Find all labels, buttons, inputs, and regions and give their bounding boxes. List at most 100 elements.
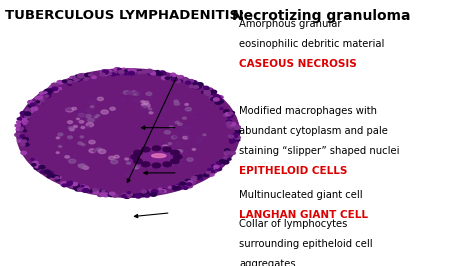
Circle shape: [225, 151, 231, 154]
Circle shape: [204, 86, 209, 89]
Circle shape: [39, 96, 43, 98]
Circle shape: [171, 159, 179, 164]
Circle shape: [148, 192, 153, 194]
Circle shape: [66, 108, 73, 112]
Circle shape: [210, 96, 215, 99]
Circle shape: [230, 139, 236, 143]
Circle shape: [172, 136, 177, 139]
Circle shape: [144, 101, 149, 104]
Circle shape: [61, 182, 67, 185]
Circle shape: [149, 163, 157, 167]
Circle shape: [37, 96, 43, 99]
Circle shape: [89, 74, 93, 76]
Circle shape: [111, 160, 118, 164]
Circle shape: [228, 125, 233, 128]
Circle shape: [91, 190, 95, 192]
Circle shape: [185, 81, 191, 84]
Circle shape: [43, 170, 49, 174]
Circle shape: [23, 117, 28, 120]
Circle shape: [180, 182, 186, 185]
Circle shape: [37, 165, 41, 167]
Circle shape: [78, 142, 82, 144]
Circle shape: [85, 115, 91, 118]
Circle shape: [148, 96, 152, 98]
Circle shape: [78, 114, 85, 118]
Circle shape: [58, 146, 62, 147]
Circle shape: [127, 193, 132, 196]
Circle shape: [191, 177, 197, 180]
Circle shape: [70, 186, 73, 188]
Circle shape: [134, 167, 137, 169]
Circle shape: [79, 164, 86, 168]
Circle shape: [128, 192, 130, 193]
Text: abundant cytoplasm and pale: abundant cytoplasm and pale: [239, 126, 388, 136]
Circle shape: [33, 161, 38, 164]
Circle shape: [127, 162, 131, 164]
Circle shape: [187, 158, 193, 161]
Circle shape: [174, 78, 180, 81]
Circle shape: [31, 107, 38, 111]
Circle shape: [24, 142, 27, 143]
Circle shape: [112, 194, 118, 197]
Circle shape: [173, 136, 176, 138]
Circle shape: [204, 91, 210, 94]
Circle shape: [28, 111, 33, 114]
Circle shape: [188, 136, 192, 139]
Circle shape: [81, 74, 84, 76]
Circle shape: [224, 156, 228, 158]
Circle shape: [74, 77, 81, 80]
Circle shape: [64, 151, 67, 153]
Circle shape: [131, 155, 139, 159]
Circle shape: [66, 107, 73, 111]
Circle shape: [182, 77, 188, 81]
Circle shape: [15, 124, 20, 127]
Circle shape: [89, 140, 95, 144]
Circle shape: [145, 195, 149, 197]
Circle shape: [227, 114, 233, 118]
Circle shape: [131, 70, 136, 73]
Circle shape: [182, 117, 186, 119]
Circle shape: [100, 73, 105, 76]
Circle shape: [217, 163, 219, 164]
Circle shape: [78, 75, 83, 78]
Text: aggregates: aggregates: [239, 259, 296, 266]
Circle shape: [199, 175, 202, 177]
Circle shape: [110, 107, 115, 110]
Circle shape: [142, 70, 147, 73]
Circle shape: [17, 121, 21, 123]
Circle shape: [173, 186, 178, 188]
Circle shape: [199, 178, 203, 180]
Circle shape: [38, 99, 43, 102]
Circle shape: [86, 123, 94, 127]
Circle shape: [176, 142, 179, 144]
Circle shape: [135, 194, 141, 198]
Circle shape: [175, 142, 182, 146]
Circle shape: [88, 100, 94, 104]
Ellipse shape: [50, 88, 206, 178]
Circle shape: [209, 173, 214, 176]
Circle shape: [134, 165, 140, 168]
Circle shape: [218, 100, 223, 103]
Circle shape: [143, 192, 149, 196]
Ellipse shape: [33, 78, 223, 188]
Circle shape: [72, 186, 75, 188]
Circle shape: [128, 69, 134, 72]
Circle shape: [24, 120, 27, 122]
Circle shape: [130, 171, 134, 173]
Circle shape: [183, 80, 186, 82]
Circle shape: [45, 170, 50, 173]
Circle shape: [133, 98, 140, 102]
Circle shape: [44, 92, 47, 93]
Circle shape: [146, 69, 152, 73]
Circle shape: [175, 121, 179, 123]
Circle shape: [232, 135, 237, 138]
Circle shape: [141, 147, 150, 152]
Circle shape: [35, 166, 39, 168]
Circle shape: [218, 163, 222, 165]
Circle shape: [55, 177, 57, 178]
Circle shape: [114, 155, 119, 158]
Circle shape: [140, 193, 146, 197]
Circle shape: [164, 76, 169, 79]
Text: LANGHAN GIANT CELL: LANGHAN GIANT CELL: [239, 210, 368, 220]
Circle shape: [227, 120, 232, 123]
